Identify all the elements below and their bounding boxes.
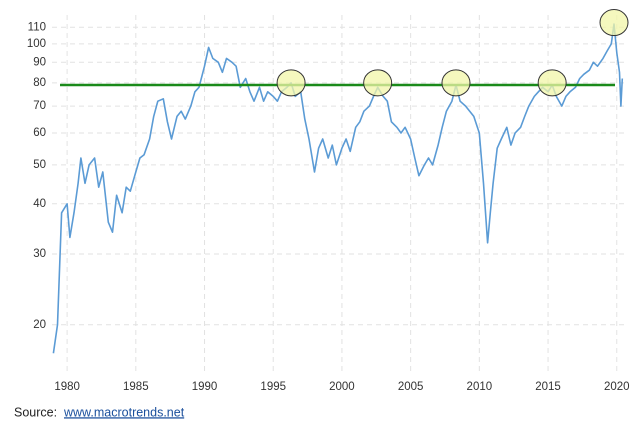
data-line [52,23,624,354]
y-tick-label: 100 [27,38,46,50]
source-link[interactable]: www.macrotrends.net [63,405,185,419]
y-tick-label: 110 [28,21,46,33]
x-tick-label: 1995 [260,381,286,393]
highlight-circle [537,69,567,97]
y-tick-label: 20 [33,319,46,331]
highlight-circle [363,69,393,97]
y-tick-label: 80 [33,77,46,89]
y-tick-label: 30 [33,248,46,260]
x-tick-label: 2020 [604,381,630,393]
y-tick-label: 40 [33,198,46,210]
highlight-circle [441,69,471,97]
y-tick-label: 70 [33,100,46,112]
highlight-circle [276,69,306,97]
y-tick-label: 60 [33,127,46,139]
y-tick-label: 50 [33,159,46,171]
x-tick-label: 2005 [398,381,424,393]
highlight-circle [599,9,629,37]
x-tick-label: 1990 [192,381,218,393]
y-tick-label: 90 [33,56,46,68]
x-tick-label: 2010 [467,381,493,393]
x-tick-label: 1980 [54,381,80,393]
source-label: Source: [14,405,57,419]
x-tick-label: 1985 [123,381,149,393]
x-tick-label: 2015 [535,381,561,393]
x-tick-label: 2000 [329,381,355,393]
